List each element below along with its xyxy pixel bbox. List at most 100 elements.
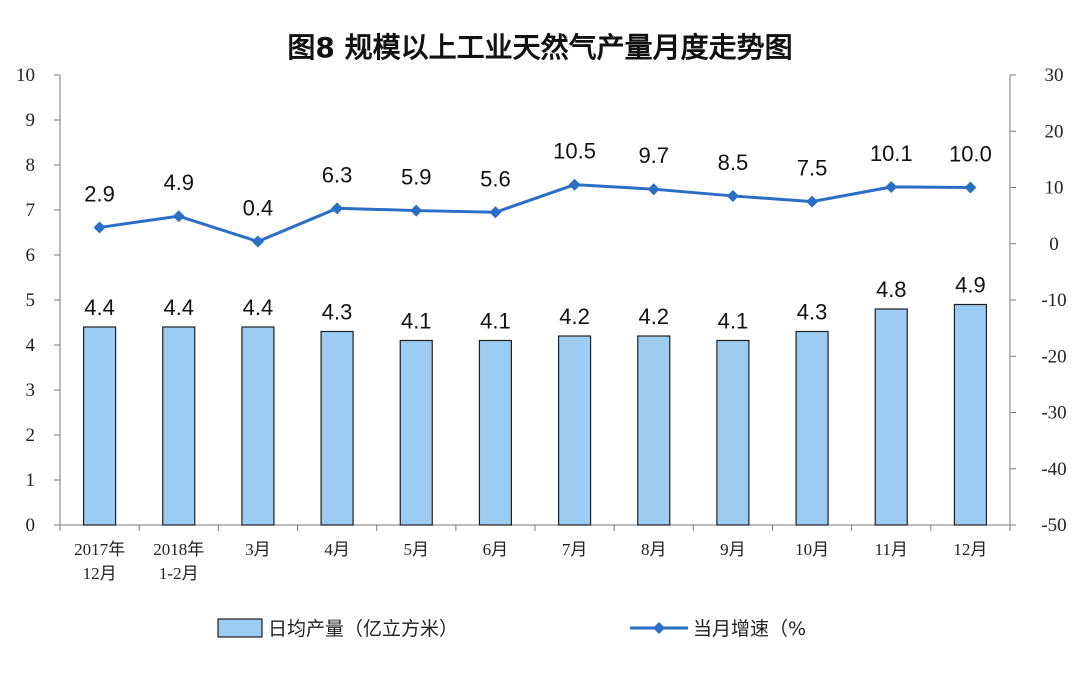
- bar: [874, 308, 908, 526]
- legend-line-label: 当月增速（%: [693, 618, 806, 640]
- bar: [478, 339, 513, 526]
- bar: [953, 303, 988, 526]
- line-value-label: 9.7: [638, 143, 669, 168]
- category-label: 2018年 1-2月: [153, 540, 204, 583]
- bar-value-label: 4.4: [84, 295, 115, 320]
- bar-value-label: 4.1: [718, 309, 749, 334]
- line-value-label: 5.6: [480, 166, 511, 191]
- category-label-line: 3月: [245, 540, 271, 559]
- x-axis: 2017年 12月 2018年 1-2月 3月 4月 5月 6月 7月 8月 9月 10月 11月 12月: [59, 525, 1011, 583]
- left-axis: 0 1 2 3 4 5 6 7 8 9 10: [16, 65, 60, 536]
- line-point: [251, 235, 264, 248]
- line-value-label: 0.4: [243, 196, 274, 221]
- left-tick-label: 8: [26, 155, 36, 176]
- line-value-label: 2.9: [84, 181, 115, 206]
- bar-value-label: 4.2: [638, 304, 669, 329]
- right-tick-label: 10: [1045, 178, 1064, 199]
- right-tick-label: -20: [1041, 346, 1066, 367]
- bar-value-label: 4.4: [163, 295, 194, 320]
- line-point: [647, 183, 660, 196]
- bar-value-label: 4.1: [401, 309, 432, 334]
- category-label-line: 1-2月: [159, 564, 199, 583]
- bar-value-label: 4.4: [243, 295, 274, 320]
- category-label: 3月: [245, 540, 271, 559]
- line-point: [806, 195, 819, 208]
- category-label: 2017年 12月: [74, 540, 125, 583]
- line-value-label: 7.5: [797, 156, 828, 181]
- line-point: [726, 189, 739, 202]
- line-value-label: 6.3: [322, 162, 353, 187]
- bar: [162, 326, 196, 526]
- category-label: 12月: [953, 540, 987, 559]
- left-tick-label: 3: [26, 380, 36, 401]
- category-label: 4月: [324, 540, 350, 559]
- line-point: [410, 204, 423, 217]
- line-point: [172, 210, 185, 223]
- legend: 日均产量（亿立方米） 当月增速（%: [217, 618, 806, 640]
- bar: [716, 339, 750, 526]
- bar-data-labels: 4.4 4.4 4.4 4.3 4.1 4.1 4.2 4.2 4.1 4.3 4.8 4.9: [84, 273, 985, 334]
- left-tick-label: 6: [26, 245, 36, 266]
- bar: [637, 335, 671, 526]
- left-tick-label: 9: [26, 110, 36, 131]
- series-line: [99, 183, 971, 244]
- category-label-line: 4月: [324, 540, 350, 559]
- bar: [557, 335, 592, 526]
- left-tick-label: 0: [26, 515, 36, 536]
- line-series: [93, 178, 977, 248]
- plot-frame: [59, 75, 1011, 526]
- category-label-line: 5月: [404, 540, 430, 559]
- chart-title: 图8 规模以上工业天然气产量月度走势图: [287, 31, 792, 64]
- line-point: [568, 178, 581, 191]
- category-label: 7月: [562, 540, 588, 559]
- line-point: [885, 180, 898, 193]
- category-label: 5月: [404, 540, 430, 559]
- right-axis: -50 -40 -30 -20 -10 0 10 20 30: [1010, 65, 1067, 536]
- line-value-label: 10.1: [870, 141, 913, 166]
- category-label: 6月: [483, 540, 509, 559]
- left-tick-label: 2: [26, 425, 36, 446]
- line-point: [93, 221, 106, 234]
- legend-bar-label: 日均产量（亿立方米）: [268, 618, 458, 640]
- left-tick-label: 5: [26, 290, 36, 311]
- category-label-line: 9月: [720, 540, 746, 559]
- line-point: [964, 181, 977, 194]
- legend-bar-swatch: [217, 618, 263, 638]
- category-label-line: 2017年: [74, 540, 125, 559]
- category-label: 9月: [720, 540, 746, 559]
- line-value-label: 5.9: [401, 165, 432, 190]
- right-tick-label: -50: [1041, 515, 1066, 536]
- bar-value-label: 4.2: [559, 304, 590, 329]
- bar: [82, 326, 117, 526]
- line-data-labels: 2.9 4.9 0.4 6.3 5.9 5.6 10.5 9.7 8.5 7.5 10.1 10.0: [84, 139, 992, 221]
- line-value-label: 10.0: [949, 142, 992, 167]
- bar-value-label: 4.3: [797, 300, 828, 325]
- line-value-label: 4.9: [163, 170, 194, 195]
- bar-value-label: 4.3: [322, 300, 353, 325]
- bar: [399, 339, 433, 526]
- right-tick-label: -30: [1041, 403, 1066, 424]
- legend-line-marker: [653, 622, 665, 634]
- right-tick-label: 30: [1045, 65, 1064, 86]
- line-value-label: 10.5: [553, 139, 596, 164]
- category-label-line: 8月: [641, 540, 667, 559]
- category-label-line: 7月: [562, 540, 588, 559]
- line-value-label: 8.5: [718, 150, 749, 175]
- category-label: 8月: [641, 540, 667, 559]
- right-tick-label: 0: [1049, 234, 1059, 255]
- category-label-line: 12月: [953, 540, 987, 559]
- bar: [241, 326, 275, 526]
- left-tick-label: 7: [26, 200, 36, 221]
- right-tick-label: -40: [1041, 459, 1066, 480]
- bar: [320, 330, 354, 526]
- category-label: 11月: [875, 540, 908, 559]
- category-label-line: 2018年: [153, 540, 204, 559]
- category-label-line: 6月: [483, 540, 509, 559]
- line-point: [489, 206, 502, 219]
- bar-series: [82, 303, 988, 526]
- right-tick-label: -10: [1041, 290, 1066, 311]
- right-tick-label: 20: [1045, 121, 1064, 142]
- category-label-line: 12月: [83, 564, 117, 583]
- left-tick-label: 10: [16, 65, 35, 86]
